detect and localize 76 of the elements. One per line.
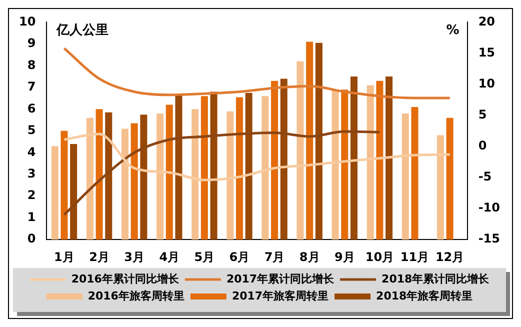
bar bbox=[70, 144, 78, 240]
bar bbox=[386, 76, 393, 240]
line-series bbox=[62, 130, 381, 216]
y-axis-title: 亿人公里 bbox=[56, 23, 109, 38]
bar bbox=[236, 97, 243, 240]
bar bbox=[105, 112, 112, 240]
bar bbox=[51, 146, 58, 240]
y2-tick-label: -5 bbox=[478, 170, 492, 184]
legend-label: 2018年累计同比增长 bbox=[382, 272, 490, 286]
legend-label: 2017年累计同比增长 bbox=[226, 272, 336, 286]
y-tick-label: 3 bbox=[27, 166, 36, 181]
x-tick-label: 1月 bbox=[54, 250, 74, 264]
y-tick-label: 6 bbox=[27, 101, 36, 116]
bar bbox=[245, 92, 252, 240]
y2-axis-title: % bbox=[446, 23, 460, 38]
bar bbox=[306, 42, 314, 240]
line-series bbox=[62, 132, 452, 182]
legend-label: 2017年旅客周转里 bbox=[232, 289, 329, 302]
bar bbox=[280, 78, 288, 240]
y2-tick-label: -10 bbox=[478, 200, 500, 215]
bar bbox=[296, 61, 304, 240]
x-tick-label: 12月 bbox=[435, 250, 464, 264]
bar bbox=[262, 96, 269, 240]
bar bbox=[341, 90, 348, 240]
y-tick-label: 7 bbox=[27, 80, 36, 94]
bar bbox=[130, 123, 138, 240]
legend-label: 2018年旅客周转里 bbox=[376, 289, 473, 302]
y-tick-label: 0 bbox=[27, 232, 36, 246]
x-tick-label: 6月 bbox=[229, 250, 250, 264]
bar bbox=[332, 90, 339, 240]
bar bbox=[140, 114, 148, 240]
bar bbox=[411, 106, 418, 240]
y2-tick-label: -15 bbox=[478, 232, 500, 246]
bar bbox=[60, 130, 68, 240]
legend-label: 2016年累计同比增长 bbox=[71, 272, 180, 286]
bar bbox=[175, 95, 182, 240]
bar bbox=[402, 114, 409, 240]
bar bbox=[350, 76, 358, 240]
x-tick-label: 10月 bbox=[365, 250, 394, 264]
bar bbox=[315, 42, 322, 240]
y-tick-label: 9 bbox=[27, 36, 36, 50]
y-tick-label: 5 bbox=[27, 123, 36, 138]
bar bbox=[210, 92, 218, 240]
bar bbox=[446, 118, 454, 240]
bar bbox=[436, 135, 444, 240]
y2-tick-label: 10 bbox=[478, 76, 496, 90]
y2-tick-label: 5 bbox=[478, 107, 487, 122]
x-tick-label: 7月 bbox=[264, 250, 285, 264]
bar bbox=[192, 109, 199, 240]
y2-tick-label: 15 bbox=[478, 45, 496, 60]
x-tick-label: 11月 bbox=[400, 250, 430, 264]
bar bbox=[96, 109, 103, 240]
y2-tick-label: 0 bbox=[478, 138, 487, 153]
bar bbox=[366, 85, 374, 240]
line-series bbox=[62, 47, 452, 100]
x-tick-label: 4月 bbox=[159, 250, 180, 264]
y-tick-label: 10 bbox=[18, 14, 36, 28]
y-tick-label: 1 bbox=[27, 210, 36, 224]
bar bbox=[121, 128, 128, 240]
x-tick-label: 9月 bbox=[334, 250, 355, 264]
bar bbox=[376, 80, 384, 240]
bar bbox=[226, 111, 234, 240]
bar bbox=[271, 80, 278, 240]
y2-tick-label: 20 bbox=[478, 14, 496, 28]
x-tick-label: 5月 bbox=[194, 250, 215, 264]
bar bbox=[86, 118, 94, 240]
legend-label: 2016年旅客周转里 bbox=[88, 289, 184, 302]
y-tick-label: 4 bbox=[27, 144, 36, 159]
x-tick-label: 2月 bbox=[89, 250, 110, 264]
y-tick-label: 8 bbox=[27, 58, 36, 72]
bar bbox=[156, 114, 164, 240]
y-tick-label: 2 bbox=[27, 188, 36, 202]
x-tick-label: 3月 bbox=[124, 250, 145, 264]
bar bbox=[166, 104, 173, 240]
bar bbox=[200, 96, 208, 240]
x-tick-label: 8月 bbox=[299, 250, 320, 264]
